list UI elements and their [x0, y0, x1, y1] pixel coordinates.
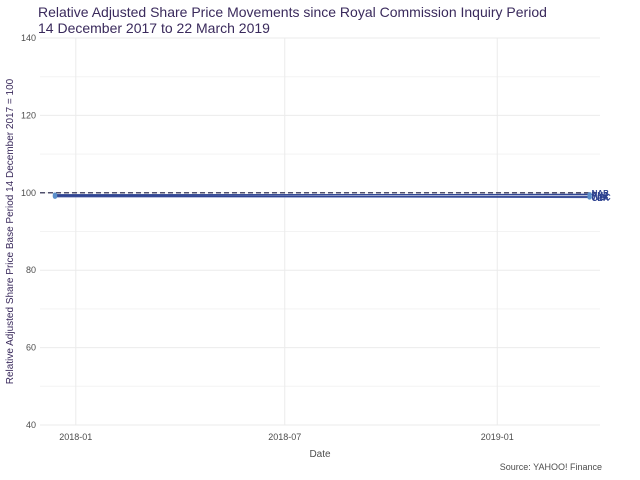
data-point: [52, 193, 58, 198]
y-tick-label: 40: [26, 420, 36, 430]
y-axis-title: Relative Adjusted Share Price Base Perio…: [5, 78, 16, 384]
series-end-label: WBC: [592, 193, 611, 202]
x-tick-label: 2018-07: [268, 432, 301, 442]
y-tick-label: 80: [26, 265, 36, 275]
series-end-label: ANZ: [592, 191, 609, 200]
data-point: [587, 195, 592, 200]
series-end-label: CBA: [592, 194, 610, 203]
chart-caption: Source: YAHOO! Finance: [499, 462, 602, 472]
x-tick-label: 2019-01: [481, 432, 514, 442]
y-tick-label: 60: [26, 343, 36, 353]
y-tick-label: 120: [21, 110, 36, 120]
x-tick-label: 2018-01: [59, 432, 92, 442]
title-block: Relative Adjusted Share Price Movements …: [38, 4, 547, 36]
y-tick-label: 100: [21, 188, 36, 198]
series-end-label: NAB: [592, 189, 610, 198]
chart-title: Relative Adjusted Share Price Movements …: [38, 4, 547, 20]
data-point: [587, 192, 592, 197]
y-tick-label: 140: [21, 33, 36, 43]
x-axis-title: Date: [309, 449, 331, 460]
chart-subtitle: 14 December 2017 to 22 March 2019: [38, 20, 270, 36]
series-line: [55, 193, 590, 197]
series-line: [55, 195, 590, 199]
